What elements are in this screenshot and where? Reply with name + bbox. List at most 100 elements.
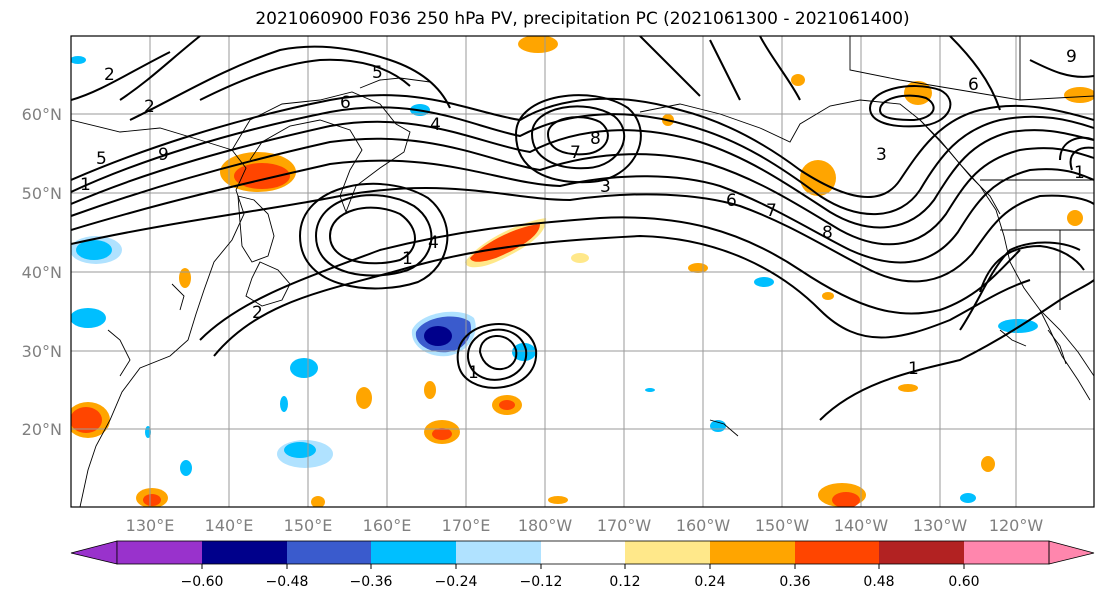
precip-patch <box>432 428 452 440</box>
precip-patch <box>981 456 995 472</box>
lon-label: 160°E <box>363 516 412 535</box>
contour-label: 4 <box>428 233 439 253</box>
precip-patch <box>518 36 558 53</box>
colorbar-segment <box>541 541 625 564</box>
map-title: 2021060900 F036 250 hPa PV, precipitatio… <box>255 9 910 29</box>
colorbar-segment <box>456 541 541 564</box>
lat-label: 50°N <box>22 184 62 203</box>
coastlines <box>71 36 1094 507</box>
precip-patch <box>180 460 192 476</box>
precip-patch <box>71 407 102 433</box>
colorbar-tick-label: 0.12 <box>609 574 640 590</box>
lon-label: 150°E <box>284 516 333 535</box>
precip-patch <box>645 388 655 392</box>
pv-contours <box>71 36 1094 421</box>
colorbar-segment <box>710 541 795 564</box>
contour-label: 9 <box>158 145 169 165</box>
lon-label: 170°E <box>442 516 491 535</box>
lon-label: 160°W <box>676 516 731 535</box>
contour-label: 1 <box>402 249 413 269</box>
precip-patch <box>143 494 161 506</box>
colorbar-tick-label: 0.36 <box>779 574 810 590</box>
lon-label: 180°W <box>518 516 573 535</box>
contour-label: 1 <box>908 359 919 379</box>
lat-label: 40°N <box>22 263 62 282</box>
lon-label: 130°E <box>126 516 175 535</box>
colorbar-tick-label: −0.12 <box>520 574 563 590</box>
precip-patch <box>571 253 589 263</box>
contour-label: 6 <box>968 75 979 95</box>
colorbar-segment <box>964 541 1049 564</box>
contour-label: 3 <box>876 145 887 165</box>
precip-patch <box>998 319 1038 333</box>
contour-label: 4 <box>430 115 441 135</box>
precip-patch <box>424 326 452 346</box>
contour-label: 2 <box>252 303 263 323</box>
lon-label: 120°W <box>989 516 1044 535</box>
contour-label: 7 <box>570 143 581 163</box>
precip-patch <box>791 74 805 86</box>
contour-label: 5 <box>372 63 383 83</box>
precip-patch <box>512 343 536 361</box>
precip-patch <box>179 268 191 288</box>
colorbar-segment <box>371 541 456 564</box>
precip-patch <box>960 493 976 503</box>
precip-patch <box>832 492 860 507</box>
lat-axis: 60°N 50°N 40°N 30°N 20°N <box>22 105 62 439</box>
contour-label: 5 <box>96 149 107 169</box>
lon-label: 140°E <box>205 516 254 535</box>
contour-label: 1 <box>1074 163 1085 183</box>
colorbar-tick-label: 0.24 <box>694 574 725 590</box>
precip-patch <box>1067 210 1083 226</box>
precip-patch <box>76 240 112 260</box>
colorbar-tick-label: −0.48 <box>266 574 309 590</box>
lat-label: 60°N <box>22 105 62 124</box>
lon-label: 140°W <box>834 516 889 535</box>
precip-patch <box>356 387 372 409</box>
contour-label: 8 <box>822 223 833 243</box>
colorbar-tick-label: 0.48 <box>863 574 894 590</box>
precip-patch <box>280 396 288 412</box>
lon-label: 130°W <box>913 516 968 535</box>
contour-label: 7 <box>766 201 777 221</box>
lon-axis: 130°E 140°E 150°E 160°E 170°E 180°W 170°… <box>126 516 1044 535</box>
lat-label: 20°N <box>22 420 62 439</box>
lon-label: 170°W <box>597 516 652 535</box>
precip-patch <box>800 160 836 196</box>
precip-patch <box>754 277 774 287</box>
contour-label: 9 <box>1066 47 1077 67</box>
precip-patch <box>71 308 106 328</box>
contour-label: 6 <box>340 93 351 113</box>
colorbar-over-arrow <box>1048 540 1095 565</box>
lat-label: 30°N <box>22 342 62 361</box>
contour-label: 2 <box>104 65 115 85</box>
contour-labels: 2 5 6 7 8 9 3 6 1 1 4 6 5 9 4 1 8 7 2 1 … <box>80 47 1085 383</box>
precip-patch <box>71 56 86 64</box>
precip-patch <box>470 224 540 262</box>
contour-label: 1 <box>80 175 91 195</box>
colorbar-segment <box>879 541 964 564</box>
precip-patch <box>284 442 316 458</box>
colorbar-segment <box>625 541 710 564</box>
colorbar-under-arrow <box>70 540 118 565</box>
colorbar-tick-label: −0.24 <box>435 574 478 590</box>
precip-patch <box>424 381 436 399</box>
contour-label: 8 <box>590 129 601 149</box>
contour-label: 2 <box>144 97 155 117</box>
precip-patch <box>1064 87 1094 103</box>
colorbar: −0.60 −0.48 −0.36 −0.24 −0.12 0.12 0.24 … <box>70 540 1095 590</box>
colorbar-segment <box>287 541 371 564</box>
colorbar-ticks <box>201 564 965 569</box>
precip-patch <box>499 400 515 410</box>
contour-label: 3 <box>600 177 611 197</box>
precip-patch <box>898 384 918 392</box>
precip-patch <box>548 496 568 504</box>
colorbar-tick-label: −0.60 <box>181 574 224 590</box>
lon-label: 150°W <box>755 516 810 535</box>
precip-patch <box>290 358 318 378</box>
contour-label: 6 <box>726 191 737 211</box>
colorbar-segment <box>117 541 202 564</box>
precip-patch <box>822 292 834 300</box>
colorbar-segment <box>795 541 879 564</box>
